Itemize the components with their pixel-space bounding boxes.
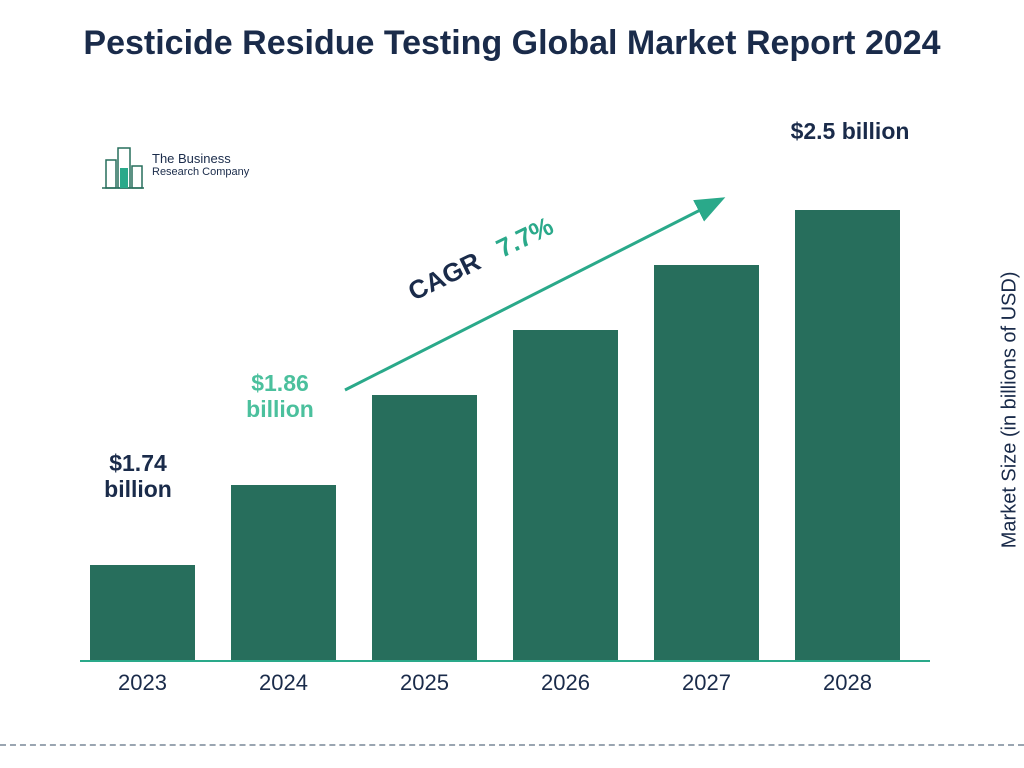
- y-axis-label: Market Size (in billions of USD): [999, 272, 1022, 549]
- bar-2028: [795, 210, 900, 660]
- bar-2027: [654, 265, 759, 660]
- x-label-2024: 2024: [231, 670, 336, 696]
- bar-2026: [513, 330, 618, 660]
- x-label-2025: 2025: [372, 670, 477, 696]
- bottom-divider: [0, 744, 1024, 746]
- bar-2024: [231, 485, 336, 660]
- value-label-2028: $2.5 billion: [770, 118, 930, 144]
- bar-2023: [90, 565, 195, 660]
- chart-area: 202320242025202620272028 $1.74 billion$1…: [60, 130, 930, 690]
- x-label-2028: 2028: [795, 670, 900, 696]
- x-label-2026: 2026: [513, 670, 618, 696]
- x-label-2027: 2027: [654, 670, 759, 696]
- x-label-2023: 2023: [90, 670, 195, 696]
- bar-2025: [372, 395, 477, 660]
- chart-title: Pesticide Residue Testing Global Market …: [0, 0, 1024, 65]
- value-label-2024: $1.86 billion: [225, 370, 335, 423]
- x-axis: [80, 660, 930, 662]
- value-label-2023: $1.74 billion: [83, 450, 193, 503]
- x-labels: 2023 2024 2025 2026 2027 2028: [80, 666, 930, 696]
